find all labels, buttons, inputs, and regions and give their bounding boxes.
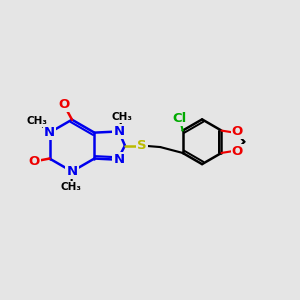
Text: N: N	[113, 153, 124, 166]
Text: O: O	[232, 145, 243, 158]
Text: N: N	[113, 125, 124, 138]
Text: S: S	[137, 139, 147, 152]
Text: Cl: Cl	[172, 112, 187, 125]
Text: O: O	[232, 125, 243, 138]
Text: CH₃: CH₃	[112, 112, 133, 122]
Text: N: N	[44, 126, 55, 139]
Text: CH₃: CH₃	[27, 116, 48, 126]
Text: O: O	[58, 98, 69, 111]
Text: O: O	[28, 155, 40, 168]
Text: N: N	[66, 165, 77, 178]
Text: CH₃: CH₃	[61, 182, 82, 192]
